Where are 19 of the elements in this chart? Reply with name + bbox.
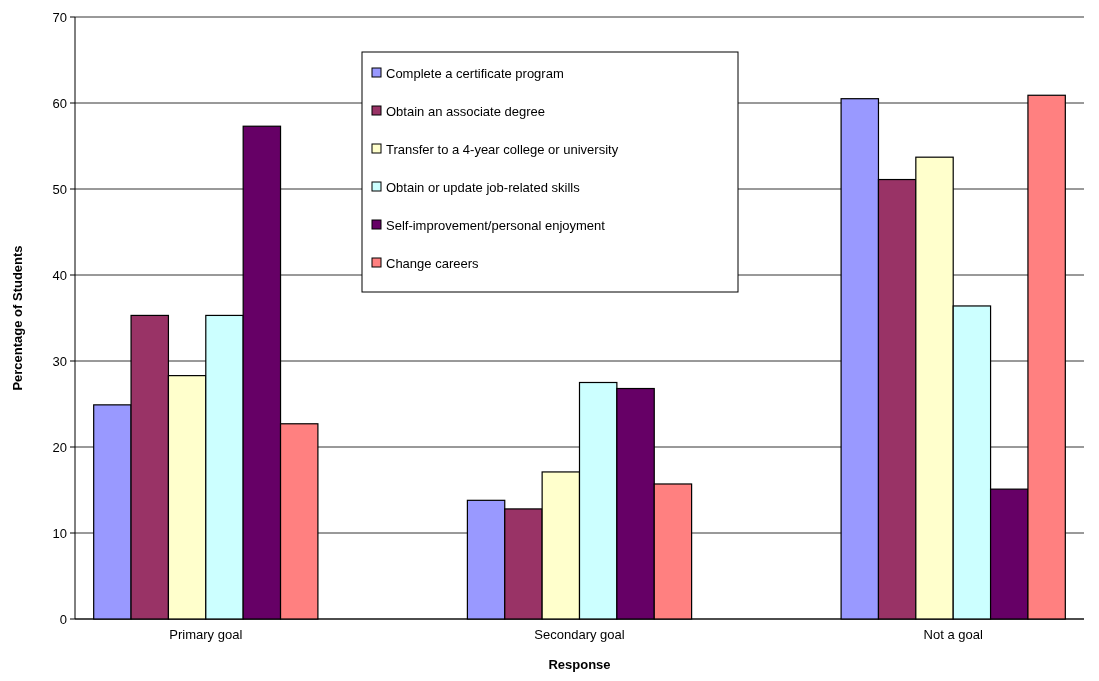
x-tick-label: Secondary goal (534, 627, 625, 642)
x-tick-label: Not a goal (923, 627, 983, 642)
y-tick-label: 10 (52, 525, 67, 541)
legend-label: Obtain an associate degree (386, 103, 545, 119)
legend-label: Transfer to a 4-year college or university (386, 141, 619, 157)
y-tick-label: 50 (52, 181, 67, 197)
legend-label: Self-improvement/personal enjoyment (386, 217, 606, 233)
y-tick-label: 30 (52, 353, 67, 369)
legend-label: Obtain or update job-related skills (386, 179, 581, 195)
y-tick-label: 70 (52, 9, 67, 25)
x-tick-label: Primary goal (169, 627, 243, 642)
x-axis-title: Response (548, 657, 611, 672)
legend-label: Change careers (386, 255, 479, 271)
y-tick-label: 60 (52, 95, 67, 111)
y-tick-label: 20 (52, 439, 67, 455)
legend-label: Complete a certificate program (386, 65, 564, 81)
y-tick-label: 0 (59, 611, 67, 627)
y-axis-title: Percentage of Students (10, 245, 25, 391)
y-tick-label: 40 (52, 267, 67, 283)
